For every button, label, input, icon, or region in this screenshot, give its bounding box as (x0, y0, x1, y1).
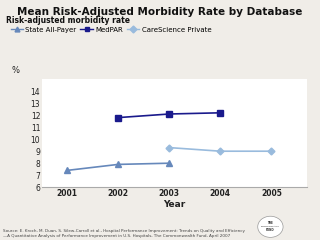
Line: State All-Payer: State All-Payer (64, 160, 172, 173)
Text: THE: THE (268, 221, 273, 225)
MedPAR (116, 116, 120, 119)
Text: COMMONWEALTH: COMMONWEALTH (261, 226, 280, 228)
Legend: State All-Payer, MedPAR, CareScience Private: State All-Payer, MedPAR, CareScience Pri… (11, 26, 211, 32)
State All-Payer (116, 163, 120, 166)
X-axis label: Year: Year (163, 200, 186, 209)
CareScience Private (219, 150, 222, 153)
Text: Mean Risk-Adjusted Morbidity Rate by Database: Mean Risk-Adjusted Morbidity Rate by Dat… (17, 7, 303, 17)
Line: MedPAR: MedPAR (116, 110, 223, 120)
Text: %: % (11, 66, 19, 75)
CareScience Private (167, 146, 171, 149)
State All-Payer (65, 169, 69, 172)
Line: CareScience Private: CareScience Private (167, 145, 274, 154)
MedPAR (167, 113, 171, 115)
CareScience Private (269, 150, 273, 153)
Text: FUND: FUND (266, 228, 275, 232)
Circle shape (258, 216, 283, 237)
MedPAR (219, 111, 222, 114)
State All-Payer (167, 162, 171, 165)
Text: Source: E. Kroch, M. Duan, S. Silew-Carroll et al., Hospital Performance Improve: Source: E. Kroch, M. Duan, S. Silew-Carr… (3, 229, 245, 238)
Text: Risk-adjusted morbidity rate: Risk-adjusted morbidity rate (6, 16, 131, 25)
